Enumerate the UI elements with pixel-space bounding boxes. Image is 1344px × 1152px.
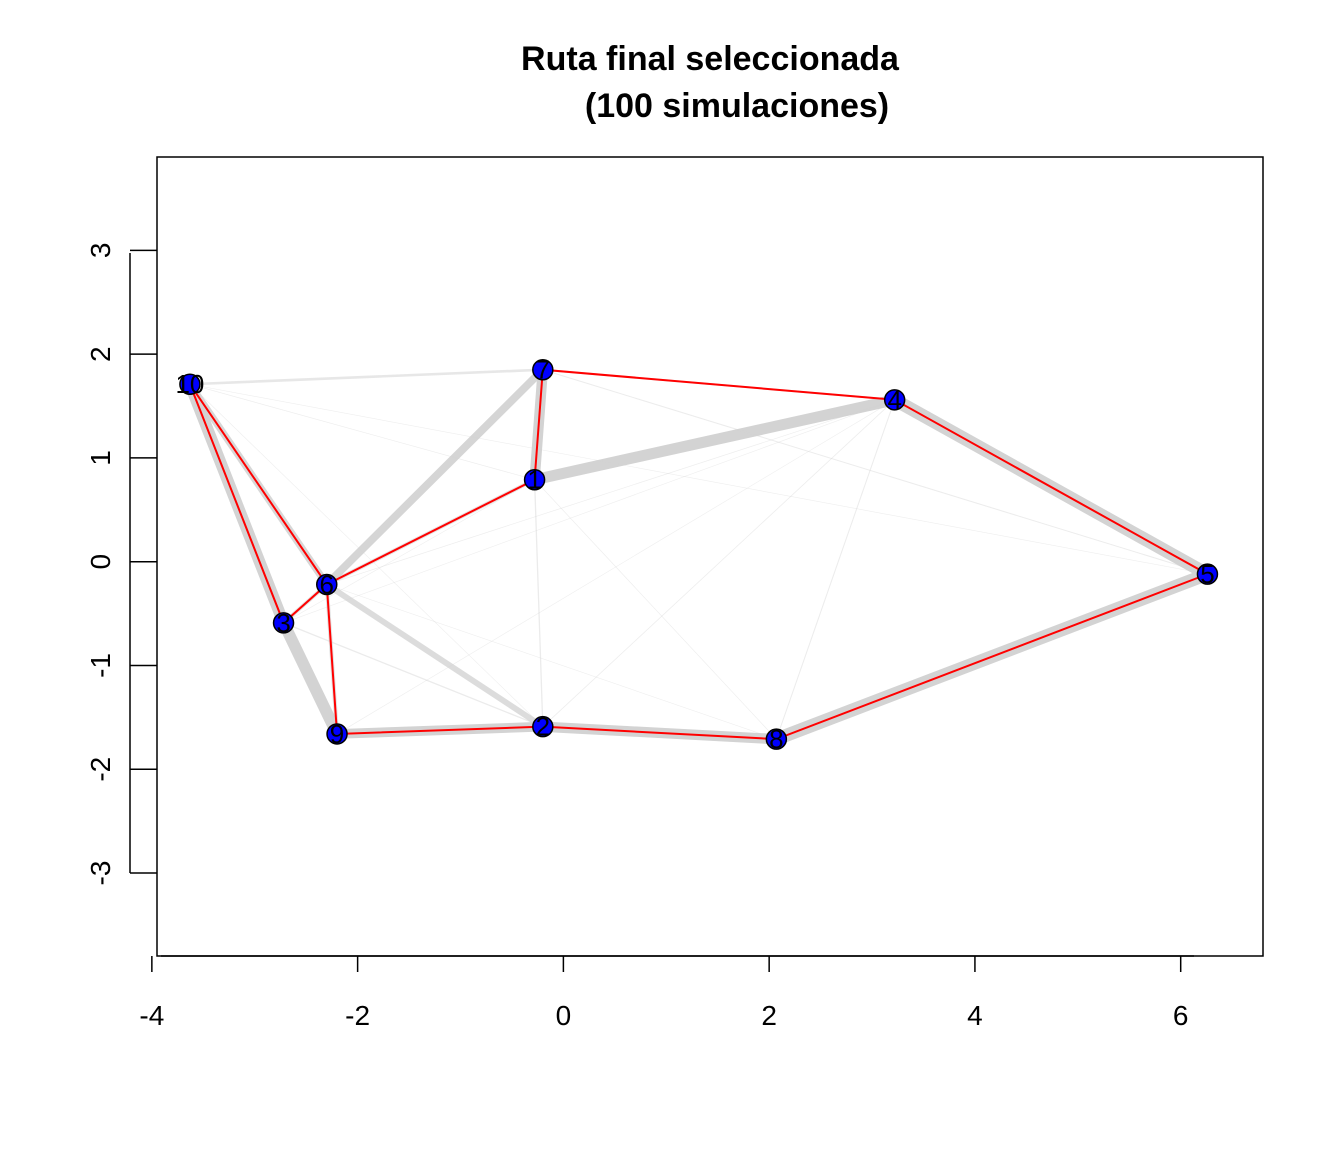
edge-3-9 bbox=[277, 617, 343, 740]
edge-1-8 bbox=[534, 479, 777, 740]
y-tick-label: 2 bbox=[85, 346, 116, 362]
edge-6-2 bbox=[323, 581, 546, 730]
edge-4-8 bbox=[775, 399, 896, 740]
y-tick-label: -2 bbox=[85, 757, 116, 782]
node-label-10: 10 bbox=[175, 369, 204, 399]
node-10 bbox=[179, 373, 201, 395]
x-tick-label: 4 bbox=[967, 1000, 983, 1031]
edge-10-1 bbox=[189, 383, 535, 481]
node-label-3: 3 bbox=[276, 608, 290, 638]
node-6 bbox=[316, 573, 338, 596]
edge-6-4 bbox=[326, 399, 896, 585]
edge-6-8 bbox=[326, 584, 777, 740]
x-tick-label: 6 bbox=[1173, 1000, 1189, 1031]
node-label-8: 8 bbox=[769, 724, 783, 754]
y-tick-label: 0 bbox=[85, 554, 116, 570]
chart-title: Ruta final seleccionada bbox=[521, 40, 900, 78]
node-7 bbox=[532, 358, 554, 381]
node-8 bbox=[765, 728, 788, 750]
edge-9-4 bbox=[336, 399, 895, 735]
x-tick-label: -4 bbox=[139, 1000, 164, 1031]
y-tick-label: -1 bbox=[85, 653, 116, 678]
node-3 bbox=[272, 612, 295, 634]
node-label-4: 4 bbox=[887, 385, 901, 415]
edge-4-1 bbox=[529, 394, 901, 486]
node-4 bbox=[883, 389, 906, 411]
x-tick-label: 0 bbox=[556, 1000, 572, 1031]
node-label-1: 1 bbox=[527, 465, 541, 495]
edge-3-4 bbox=[283, 399, 895, 624]
node-label-6: 6 bbox=[320, 570, 334, 600]
edge-7-5 bbox=[542, 369, 1208, 575]
node-label-5: 5 bbox=[1200, 559, 1214, 589]
edge-7-6 bbox=[322, 365, 547, 589]
edge-3-1 bbox=[283, 479, 535, 624]
chart-subtitle: (100 simulaciones) bbox=[585, 87, 889, 125]
route-layer bbox=[188, 368, 1210, 741]
edge-4-2 bbox=[542, 399, 896, 728]
edge-layer bbox=[184, 364, 1214, 746]
edge-10-7 bbox=[188, 368, 545, 386]
node-label-2: 2 bbox=[536, 712, 550, 742]
x-tick-label: -2 bbox=[345, 1000, 370, 1031]
node-label-7: 7 bbox=[536, 355, 550, 385]
plot-frame bbox=[156, 156, 1264, 957]
node-label-9: 9 bbox=[330, 719, 344, 749]
x-axis: -4 -2 0 2 4 6 bbox=[139, 955, 1194, 1031]
x-tick-label: 2 bbox=[761, 1000, 777, 1031]
y-axis: -3 -2 -1 0 1 2 3 bbox=[85, 243, 157, 886]
node-label-layer: 1 2 3 4 5 6 7 8 9 10 bbox=[175, 355, 1214, 754]
edge-10-5 bbox=[189, 383, 1208, 575]
node-1 bbox=[523, 468, 546, 491]
edge-1-2 bbox=[533, 479, 544, 728]
y-tick-label: 1 bbox=[85, 450, 116, 466]
edge-10-2 bbox=[189, 383, 544, 727]
node-layer bbox=[179, 358, 1219, 750]
node-9 bbox=[326, 723, 348, 745]
edge-3-2 bbox=[282, 622, 544, 728]
node-5 bbox=[1196, 563, 1219, 585]
y-tick-label: -3 bbox=[85, 861, 116, 886]
route-line bbox=[188, 368, 1210, 741]
node-2 bbox=[532, 715, 554, 738]
y-tick-label: 3 bbox=[85, 243, 116, 259]
